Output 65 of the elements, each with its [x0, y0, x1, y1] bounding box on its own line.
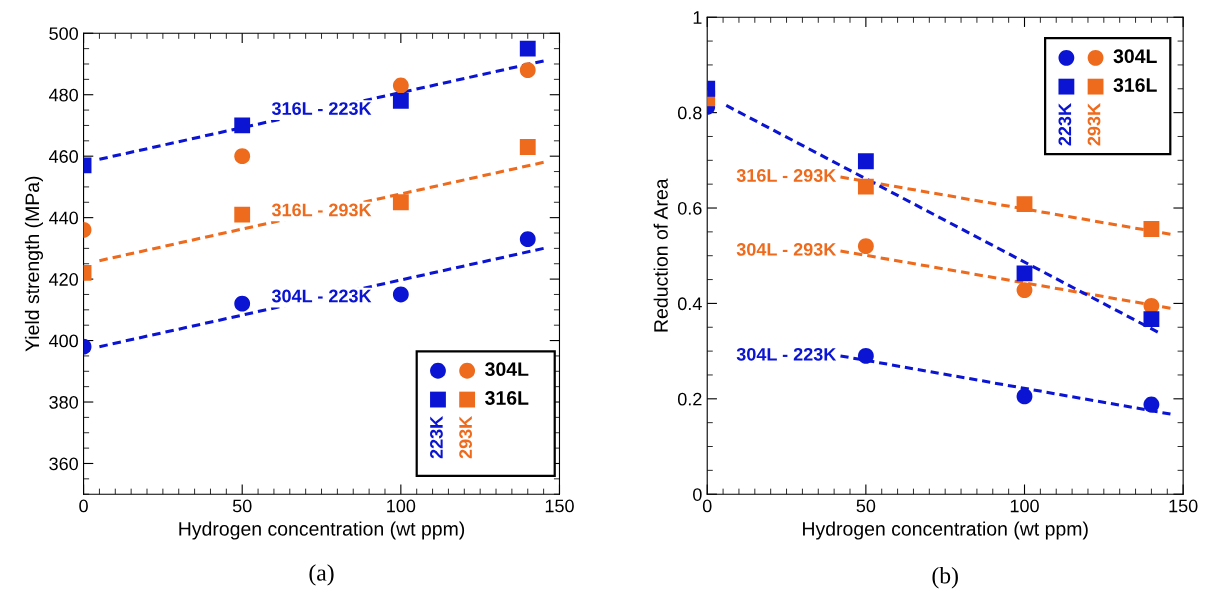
legend-label: 304L [485, 362, 529, 377]
annotation: 304L - 223K [271, 289, 372, 303]
point [1143, 311, 1160, 328]
annotation: 223K [430, 415, 443, 459]
x-tick-label: 0 [702, 499, 712, 513]
point [1016, 265, 1033, 282]
y-tick-label: 380 [49, 395, 78, 409]
y-tick-label: 1 [693, 11, 702, 24]
point [392, 77, 409, 94]
point [1016, 282, 1033, 298]
y-tick-label: 440 [48, 211, 78, 225]
x-tick-label: 150 [1169, 499, 1198, 513]
point [857, 153, 874, 170]
point [519, 40, 536, 57]
annotation: 316L - 293K [271, 203, 372, 217]
y-axis-title: Yield strength (MPa) [24, 176, 44, 352]
y-tick-label: 400 [48, 334, 78, 348]
y-tick-label: 360 [49, 457, 78, 471]
point [234, 206, 251, 223]
annotation: 316L - 223K [271, 102, 372, 115]
legend-label: 316L [485, 391, 529, 405]
y-tick-label: 0.2 [677, 392, 702, 406]
point [392, 286, 409, 303]
text: (a) [309, 564, 334, 586]
x-tick-label: 50 [232, 499, 252, 513]
y-tick-label: 500 [49, 27, 78, 40]
point [392, 194, 409, 211]
x-tick-label: 50 [856, 499, 876, 513]
annotation: 223K [1058, 103, 1072, 146]
y-tick-label: 460 [48, 150, 78, 163]
point [1016, 196, 1033, 213]
point [519, 231, 536, 248]
x-axis-title: Hydrogen concentration (wt ppm) [179, 521, 465, 540]
x-tick-label: 150 [545, 499, 574, 513]
y-tick-label: 0 [693, 488, 702, 501]
y-tick-label: 0.6 [677, 201, 702, 215]
point [234, 148, 251, 165]
annotation: 304L - 223K [736, 347, 837, 361]
point [1143, 221, 1160, 237]
point [1143, 396, 1160, 413]
point [519, 62, 536, 79]
x-tick-label: 100 [1010, 499, 1039, 513]
legend-label: 316L [1113, 78, 1157, 92]
point [519, 139, 536, 155]
y-axis-title: Reduction of Area [653, 178, 668, 332]
y-tick-label: 480 [48, 88, 78, 102]
point [234, 117, 251, 134]
point [857, 347, 874, 364]
point [392, 92, 409, 109]
x-axis-title: Hydrogen concentration (wt ppm) [803, 521, 1088, 540]
point [234, 295, 251, 312]
y-tick-label: 0.8 [677, 106, 702, 120]
text: (b) [932, 566, 958, 589]
point [1016, 388, 1033, 405]
annotation: 316L - 293K [736, 169, 837, 182]
y-tick-label: 420 [48, 273, 78, 286]
point [857, 238, 874, 255]
legend-label: 304L [1113, 49, 1157, 64]
point [857, 178, 874, 195]
x-tick-label: 100 [387, 499, 416, 513]
annotation: 304L - 293K [736, 243, 837, 256]
annotation: 293K [1087, 103, 1101, 146]
x-tick-label: 0 [79, 499, 88, 513]
y-tick-label: 0.4 [677, 297, 702, 311]
annotation: 293K [459, 415, 473, 459]
